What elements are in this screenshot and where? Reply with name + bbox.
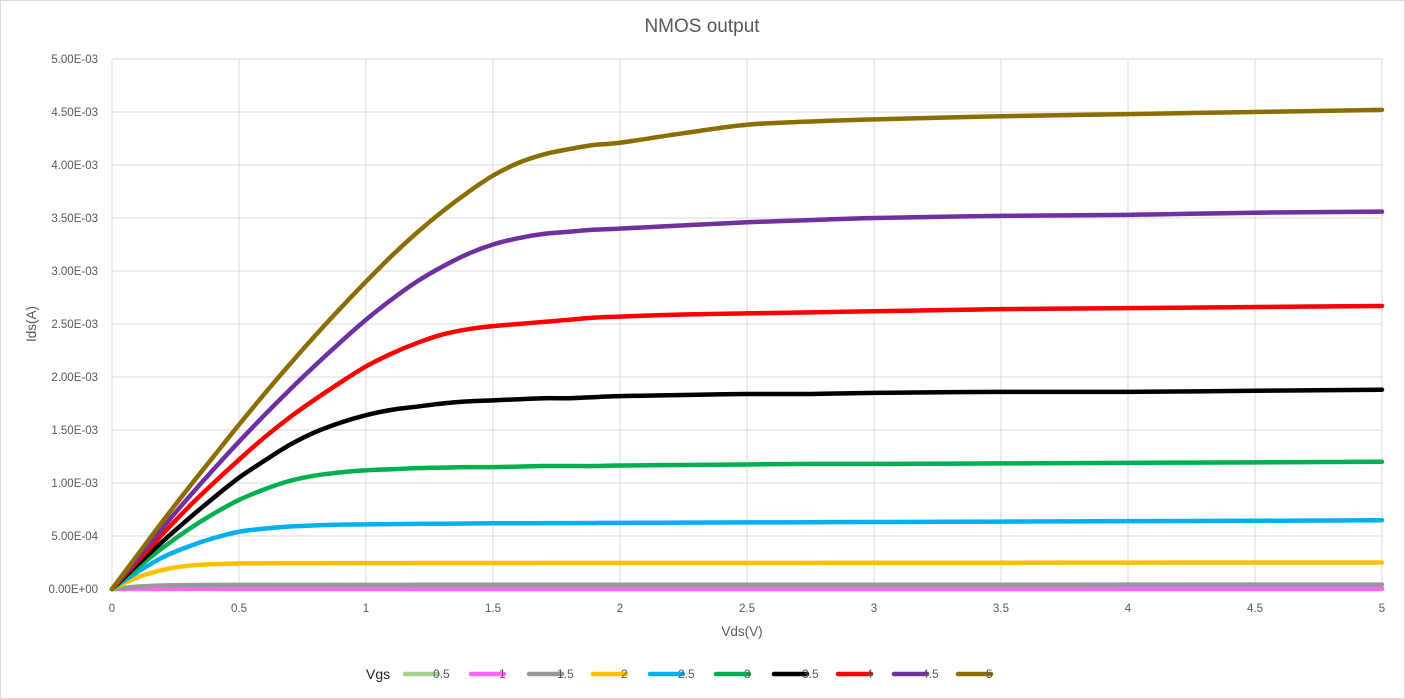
- x-tick-labels: 0 0.5 1 1.5 2 2.5 3 3.5 4 4.5 5: [109, 603, 1385, 615]
- y-tick-labels: 0.00E+00 5.00E-04 1.00E-03 1.50E-03 2.00E-03…: [48, 54, 98, 596]
- x-tick-label: 5: [1379, 603, 1385, 615]
- chart-title: NMOS output: [644, 16, 760, 37]
- y-tick-label: 5.00E-04: [51, 531, 98, 543]
- x-tick-label: 3: [871, 603, 877, 615]
- y-tick-label: 4.00E-03: [51, 160, 98, 172]
- y-axis-title: Ids(A): [24, 306, 39, 342]
- x-tick-label: 1: [363, 603, 369, 615]
- legend-label-vgs-2: 2: [621, 667, 628, 681]
- x-tick-label: 0.5: [231, 603, 247, 615]
- legend-label-vgs-3: 3: [744, 667, 751, 681]
- series-line-vgs-1.5: [109, 582, 1385, 592]
- series-line-vgs-4: [109, 303, 1385, 592]
- legend-label-vgs-1.5: 1.5: [557, 667, 574, 681]
- x-axis-title: Vds(V): [721, 624, 762, 639]
- series-line-vgs-2.5: [109, 518, 1385, 592]
- x-tick-label: 2.5: [739, 603, 755, 615]
- y-tick-label: 4.50E-03: [51, 107, 98, 119]
- legend-label-vgs-4: 4: [866, 667, 873, 681]
- legend-label-vgs-4.5: 4.5: [922, 667, 939, 681]
- series-line-vgs-3: [109, 459, 1385, 592]
- y-tick-label: 3.50E-03: [51, 213, 98, 225]
- series-line-vgs-2: [109, 560, 1385, 592]
- x-tick-label: 4.5: [1247, 603, 1263, 615]
- x-tick-label: 3.5: [993, 603, 1009, 615]
- y-tick-label: 0.00E+00: [48, 584, 98, 596]
- x-tick-label: 4: [1125, 603, 1132, 615]
- y-tick-label: 3.00E-03: [51, 266, 98, 278]
- legend: Vgs 0.5 1 1.5 2 2.5 3 3.5 4 4.5 5: [366, 666, 994, 682]
- y-tick-label: 1.50E-03: [51, 425, 98, 437]
- legend-label-vgs-0.5: 0.5: [433, 667, 450, 681]
- legend-label-vgs-2.5: 2.5: [678, 667, 695, 681]
- y-tick-label: 2.00E-03: [51, 372, 98, 384]
- legend-label-vgs-3.5: 3.5: [802, 667, 819, 681]
- y-tick-label: 5.00E-03: [51, 54, 98, 66]
- series-line-vgs-5: [109, 107, 1385, 592]
- x-tick-label: 2: [617, 603, 623, 615]
- y-tick-label: 2.50E-03: [51, 319, 98, 331]
- x-tick-label: 0: [109, 603, 115, 615]
- legend-label-vgs-1: 1: [499, 667, 506, 681]
- legend-label-vgs-5: 5: [986, 667, 993, 681]
- series-line-vgs-3.5: [109, 387, 1385, 592]
- y-tick-label: 1.00E-03: [51, 478, 98, 490]
- legend-title: Vgs: [366, 666, 390, 682]
- x-tick-label: 1.5: [485, 603, 501, 615]
- series-lines: [109, 107, 1385, 592]
- series-line-vgs-4.5: [109, 209, 1385, 592]
